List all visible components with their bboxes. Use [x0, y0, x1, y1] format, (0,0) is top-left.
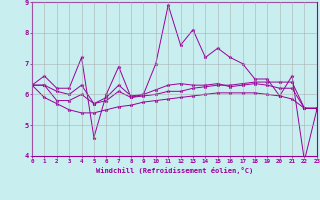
X-axis label: Windchill (Refroidissement éolien,°C): Windchill (Refroidissement éolien,°C): [96, 167, 253, 174]
